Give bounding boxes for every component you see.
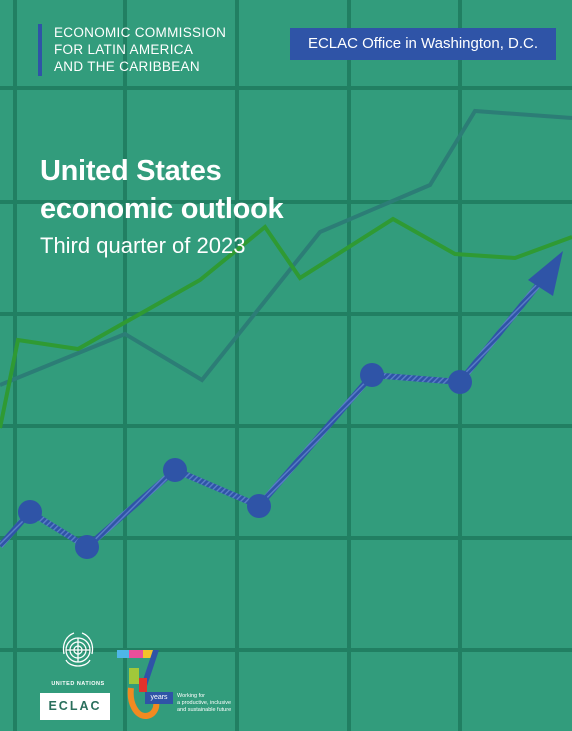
title-line-2: economic outlook: [40, 193, 284, 225]
green-trend-line: [0, 216, 572, 429]
data-points: [18, 363, 472, 559]
un-emblem-icon: [62, 632, 94, 667]
org-line-3: AND THE CARIBBEAN: [54, 59, 200, 74]
un-label: UNITED NATIONS: [51, 681, 105, 687]
anniversary-75-logo: [117, 650, 160, 720]
tagline-line-3: and sustainable future: [177, 707, 232, 713]
office-badge: ECLAC Office in Washington, D.C.: [290, 28, 556, 60]
org-line-2: FOR LATIN AMERICA: [54, 42, 194, 57]
anniversary-tagline: Working for a productive, inclusive and …: [177, 693, 231, 714]
org-line-1: ECONOMIC COMMISSION: [54, 25, 227, 40]
eclac-logo: ECLAC: [40, 693, 110, 720]
organization-name: ECONOMIC COMMISSION FOR LATIN AMERICA AN…: [38, 24, 226, 76]
tagline-line-2: a productive, inclusive: [177, 700, 232, 706]
title-line-1: United States: [40, 155, 222, 187]
tagline-line-1: Working for: [177, 693, 206, 699]
arrow-head-icon: [528, 251, 563, 296]
teal-trend-line: [0, 108, 572, 387]
years-tag: years: [145, 692, 173, 704]
report-title: United States economic outlook: [40, 152, 284, 228]
report-subtitle: Third quarter of 2023: [40, 233, 246, 258]
un-logo: UNITED NATIONS: [48, 630, 108, 687]
